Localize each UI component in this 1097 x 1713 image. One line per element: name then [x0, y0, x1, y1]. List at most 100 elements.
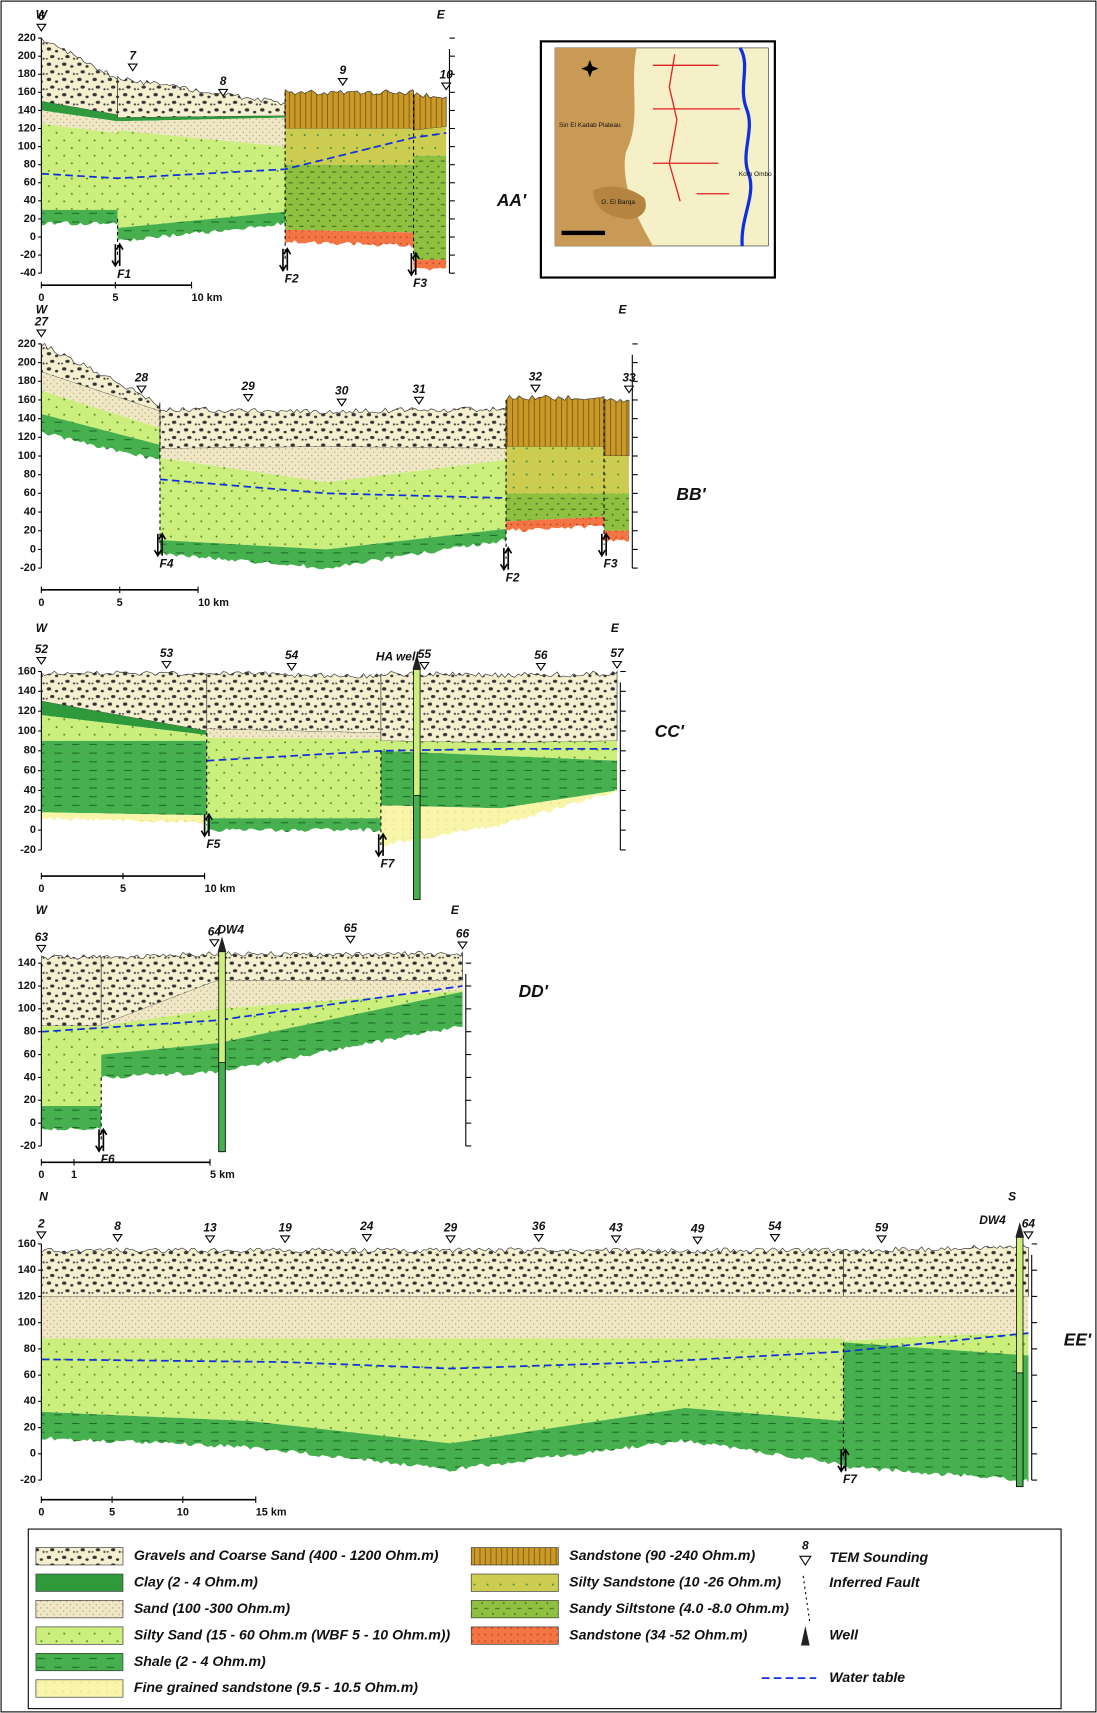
sounding-label: 29 [443, 1220, 458, 1234]
section-name: EE' [1064, 1329, 1092, 1349]
direction-label: E [619, 302, 628, 316]
cross-section: 160140120100806040200-202813192429364349… [18, 1189, 1092, 1518]
layer [285, 165, 413, 233]
tick-label: 140 [18, 413, 36, 425]
direction-label: W [36, 903, 49, 917]
sounding-marker [446, 1236, 455, 1243]
layer [41, 1296, 843, 1338]
tick-label: 0 [30, 231, 36, 243]
sounding-label: 8 [114, 1219, 121, 1233]
tick-label: 140 [18, 104, 36, 116]
page: {"sections": [ {"name": "AA'", "left": "… [0, 0, 1097, 1713]
legend-swatch [36, 1574, 123, 1591]
fault-label: F2 [285, 271, 299, 285]
tick-label: 160 [18, 86, 36, 98]
scale-label: 0 [38, 883, 44, 895]
cross-section: 220200180160140120100806040200-202728293… [18, 302, 707, 608]
layer [207, 818, 381, 832]
tick-label: 20 [24, 804, 36, 816]
scale-label: 5 [109, 1507, 115, 1519]
tick-label: 40 [24, 506, 36, 518]
legend-label: Water table [829, 1669, 905, 1685]
tick-label: 120 [18, 431, 36, 443]
layer [41, 741, 206, 815]
layer [41, 1248, 843, 1297]
section-name: CC' [655, 721, 685, 741]
well-label: HA well [376, 649, 419, 663]
direction-label: E [611, 621, 620, 635]
tick-label: 60 [24, 487, 36, 499]
figure: Sin El Kadab Plateau G. El Barqa Kom Omb… [0, 0, 1097, 1713]
layer [207, 738, 381, 818]
layer [41, 1026, 101, 1106]
sounding-marker [206, 1236, 215, 1243]
cross-section: 160140120100806040200-20525354555657F5F7… [18, 621, 685, 899]
tick-label: 160 [18, 665, 36, 677]
tick-label: 40 [24, 1395, 36, 1407]
layer [41, 1106, 101, 1130]
sounding-marker [37, 945, 46, 952]
sounding-label: 32 [529, 370, 543, 384]
direction-label: W [36, 7, 49, 21]
cross-section: 140120100806040200-2063646566F6015 kmWED… [18, 903, 549, 1181]
tick-label: 80 [24, 745, 36, 757]
layer [506, 493, 604, 521]
direction-label: N [39, 1189, 48, 1203]
legend-label: Gravels and Coarse Sand (400 - 1200 Ohm.… [134, 1547, 439, 1563]
legend-swatch [471, 1548, 558, 1565]
sounding-marker [534, 1235, 543, 1242]
fault-label: F2 [506, 571, 520, 585]
tick-label: 60 [24, 1048, 36, 1060]
legend-swatch [471, 1627, 558, 1644]
layer [41, 124, 117, 210]
sounding-marker [877, 1236, 886, 1243]
sounding-label: 27 [34, 315, 50, 329]
well-symbol [218, 936, 227, 951]
fault-label: F1 [117, 267, 131, 281]
fault-label: F6 [101, 1152, 115, 1166]
layer [506, 395, 604, 446]
sounding-label: 56 [534, 648, 548, 662]
sounding-label: 53 [160, 646, 174, 660]
layer [160, 407, 506, 448]
scale-label: 10 km [198, 597, 229, 609]
sounding-marker [137, 386, 146, 393]
layer [118, 130, 286, 228]
layer [843, 1342, 1028, 1482]
legend-swatch [471, 1600, 558, 1617]
legend-label: TEM Sounding [829, 1549, 928, 1565]
scale-label: 5 [117, 597, 123, 609]
layer [118, 76, 286, 117]
sounding-label: 24 [359, 1219, 374, 1233]
well-label: DW4 [217, 923, 244, 937]
sounding-marker [37, 24, 46, 31]
sounding-marker [458, 942, 467, 949]
sounding-label: 8 [220, 74, 227, 88]
tick-label: 100 [18, 725, 36, 737]
sounding-marker [37, 658, 46, 665]
layer [285, 129, 413, 165]
sounding-marker [693, 1237, 702, 1244]
layer [506, 447, 604, 494]
tick-label: 20 [24, 213, 36, 225]
cross-section: 220200180160140120100806040200-20-406789… [18, 7, 527, 304]
legend-label: Well [829, 1626, 859, 1642]
tick-label: 140 [18, 1264, 36, 1276]
well-log-lower [414, 795, 421, 899]
sounding-label: 43 [608, 1220, 623, 1234]
sounding-label: 10 [440, 68, 454, 82]
direction-label: S [1008, 1189, 1016, 1203]
fault-label: F3 [604, 556, 618, 570]
scale-label: 5 [120, 883, 126, 895]
location-map: Sin El Kadab Plateau G. El Barqa Kom Omb… [541, 41, 775, 277]
sounding-marker [531, 385, 540, 392]
legend-sounding-number: 8 [802, 1539, 809, 1553]
scale-label: 0 [38, 1507, 44, 1519]
sounding-marker [128, 64, 137, 71]
tick-label: 220 [18, 338, 36, 350]
layer [604, 398, 629, 456]
legend-label: Sandy Siltstone (4.0 -8.0 Ohm.m) [569, 1600, 789, 1616]
fault-label: F3 [413, 276, 427, 290]
map-scale [562, 231, 606, 235]
sounding-label: 54 [768, 1219, 782, 1233]
